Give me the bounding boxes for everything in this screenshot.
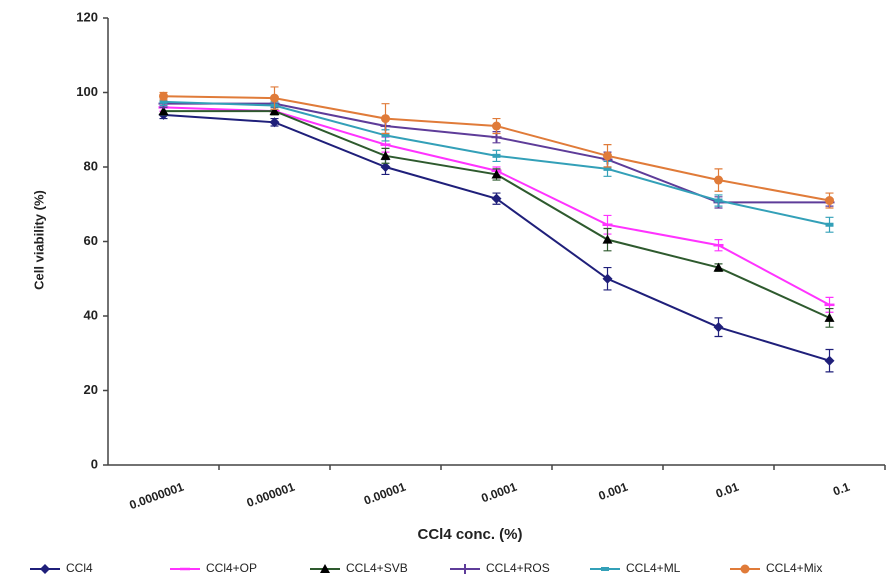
marker [158,106,169,116]
y-tick-label: 0 [91,456,98,471]
marker [714,175,723,185]
marker [269,106,280,116]
marker [159,99,168,104]
marker [380,150,391,160]
marker [491,193,502,204]
marker [824,355,835,366]
marker [740,564,750,574]
x-tick-label: 0.000001 [245,480,297,510]
series [158,109,835,373]
y-tick-label: 120 [76,9,98,24]
series [159,86,834,209]
legend-label: CCl4+OP [206,561,257,575]
marker [269,117,280,128]
marker [713,262,724,272]
x-axis-label: CCl4 conc. (%) [417,526,522,543]
marker [460,564,470,574]
marker [320,564,330,573]
marker [825,196,834,206]
marker [601,567,609,571]
marker [602,273,613,284]
marker [603,151,612,161]
marker [380,162,391,172]
marker [602,234,613,244]
marker [825,222,834,227]
marker [713,322,724,333]
series [158,106,835,328]
y-tick-label: 80 [84,158,98,173]
y-tick-label: 20 [84,382,98,397]
marker [40,564,50,574]
legend-label: CCl4 [66,561,93,575]
x-tick-label: 0.00001 [362,480,408,508]
x-tick-label: 0.1 [831,480,852,499]
x-tick-label: 0.01 [714,480,741,501]
x-tick-label: 0.001 [597,480,630,504]
y-tick-label: 100 [76,84,98,99]
marker [491,169,502,179]
y-tick-label: 40 [84,307,98,322]
marker [381,114,390,124]
marker [492,121,501,131]
legend-label: CCL4+Mix [766,561,822,575]
y-tick-label: 60 [84,233,98,248]
marker [270,93,279,103]
legend-label: CCL4+ML [626,561,681,575]
legend-label: CCL4+SVB [346,561,408,575]
x-tick-label: 0.0001 [479,480,519,506]
marker [381,133,390,138]
marker [159,91,168,101]
x-tick-label: 0.0000001 [128,480,186,513]
marker [714,198,723,203]
marker [824,312,835,322]
marker [492,153,501,158]
marker [603,166,612,171]
legend-label: CCL4+ROS [486,561,550,575]
y-axis-label: Cell viability (%) [31,190,46,290]
